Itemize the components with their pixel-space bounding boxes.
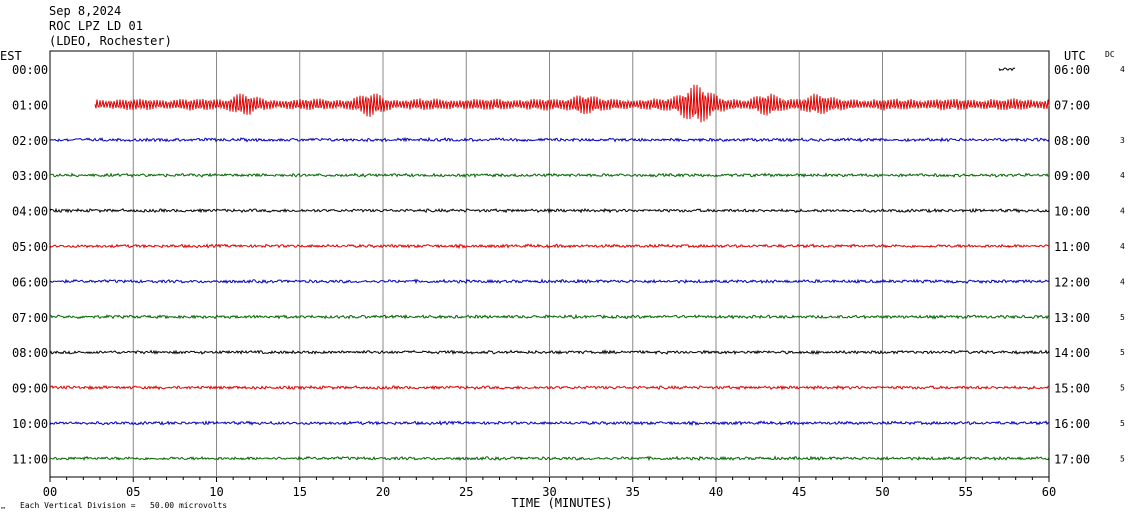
est-row-label: 06:00: [12, 275, 48, 289]
x-tick-label: 35: [626, 485, 640, 499]
est-row-label: 11:00: [12, 452, 48, 466]
est-row-label: 07:00: [12, 311, 48, 325]
dc-header-label: DC: [1105, 50, 1115, 59]
seismic-trace: [49, 349, 1050, 356]
x-tick-label: 50: [875, 485, 889, 499]
dc-row-value: 4: [1120, 277, 1125, 286]
footer-note: Each Vertical Division = 50.00 microvolt…: [20, 501, 227, 510]
est-row-label: 04:00: [12, 205, 48, 219]
utc-row-label: 16:00: [1054, 417, 1090, 431]
x-tick-label: 20: [376, 485, 390, 499]
dc-row-value: 5: [1120, 454, 1125, 463]
utc-row-label: 17:00: [1054, 452, 1090, 466]
utc-row-label: 12:00: [1054, 275, 1090, 289]
header-network: (LDEO, Rochester): [49, 34, 172, 48]
est-row-label: 09:00: [12, 382, 48, 396]
utc-row-label: 13:00: [1054, 311, 1090, 325]
x-tick-label: 00: [43, 485, 57, 499]
seismic-trace: [94, 84, 1050, 123]
right-zone-label: UTC: [1064, 49, 1086, 63]
est-row-label: 02:00: [12, 134, 48, 148]
utc-row-label: 07:00: [1054, 98, 1090, 112]
utc-row-label: 09:00: [1054, 169, 1090, 183]
header-date: Sep 8,2024: [49, 4, 122, 18]
utc-row-label: 06:00: [1054, 63, 1090, 77]
dc-row-value: 5: [1120, 419, 1125, 428]
utc-row-label: 08:00: [1054, 134, 1090, 148]
dc-row-value: 5: [1120, 384, 1125, 393]
trace-group: [49, 67, 1050, 462]
dc-row-value: 4: [1120, 65, 1125, 74]
x-tick-label: 25: [459, 485, 473, 499]
label-group: EST UTC DC TIME (MINUTES) ™ Each Vertica…: [0, 49, 1125, 514]
x-axis-title: TIME (MINUTES): [511, 496, 612, 510]
seismic-trace: [49, 455, 1050, 462]
dc-row-value: 5: [1120, 348, 1125, 357]
seismic-trace: [49, 420, 1050, 427]
utc-row-label: 14:00: [1054, 346, 1090, 360]
dc-row-value: 5: [1120, 313, 1125, 322]
x-tick-label: 45: [792, 485, 806, 499]
seismic-trace: [49, 313, 1050, 320]
x-tick-label: 55: [959, 485, 973, 499]
est-row-label: 00:00: [12, 63, 48, 77]
seismic-trace: [49, 172, 1050, 179]
x-tick-label: 15: [293, 485, 307, 499]
dc-row-value: 3: [1120, 136, 1125, 145]
est-row-label: 03:00: [12, 169, 48, 183]
plot-grid: [49, 50, 1050, 482]
x-tick-label: 40: [709, 485, 723, 499]
dc-row-value: 4: [1120, 207, 1125, 216]
x-tick-label: 05: [126, 485, 140, 499]
footer-mark: ™: [1, 506, 5, 514]
est-row-label: 08:00: [12, 346, 48, 360]
dc-row-value: 4: [1120, 171, 1125, 180]
utc-row-label: 11:00: [1054, 240, 1090, 254]
seismic-trace: [49, 384, 1050, 391]
left-zone-label: EST: [0, 49, 22, 63]
x-tick-label: 60: [1042, 485, 1056, 499]
est-row-label: 10:00: [12, 417, 48, 431]
utc-row-label: 10:00: [1054, 205, 1090, 219]
x-tick-label: 10: [209, 485, 223, 499]
x-tick-label: 30: [542, 485, 556, 499]
est-row-label: 01:00: [12, 98, 48, 112]
utc-row-label: 15:00: [1054, 382, 1090, 396]
seismic-trace: [49, 207, 1050, 214]
est-row-label: 05:00: [12, 240, 48, 254]
seismic-trace: [998, 67, 1016, 72]
seismic-trace: [49, 278, 1050, 285]
seismic-trace: [49, 136, 1050, 143]
dc-row-value: 4: [1120, 242, 1125, 251]
header-station: ROC LPZ LD 01: [49, 19, 143, 33]
seismic-trace: [49, 243, 1050, 250]
